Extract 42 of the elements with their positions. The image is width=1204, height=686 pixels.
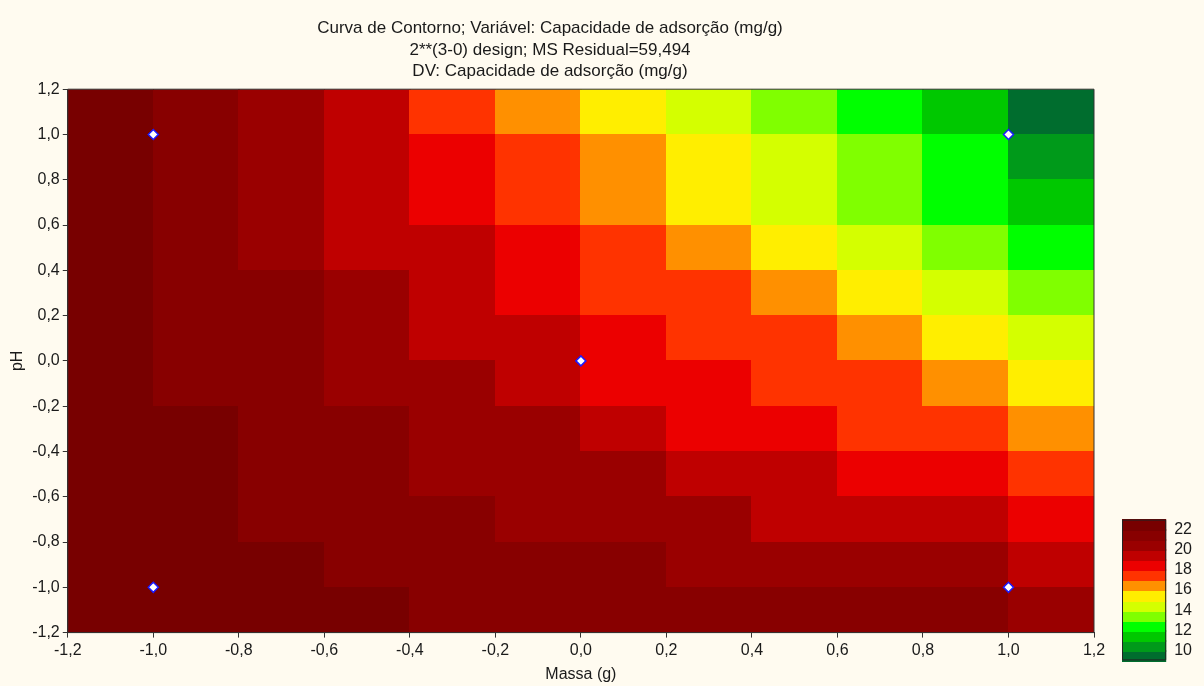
point <box>575 355 587 367</box>
x-tick-label: -0,6 <box>310 640 339 658</box>
x-tick-label: -0,4 <box>396 640 424 658</box>
y-tick-label: 0,8 <box>37 170 60 188</box>
x-tick-label: 0,6 <box>826 640 849 658</box>
x-axis-title: Massa (g) <box>545 664 617 682</box>
y-tick-label: -1,2 <box>32 623 60 641</box>
color-bar-label: 20 <box>1174 540 1193 558</box>
color-bar-label: 16 <box>1174 580 1193 598</box>
x-tick-label: 0,8 <box>911 640 935 658</box>
y-tick-label: -0,8 <box>32 532 60 550</box>
y-tick-label: 0,4 <box>37 260 60 278</box>
y-tick-label: 0,2 <box>37 306 60 324</box>
y-tick-label: -1,0 <box>32 577 60 595</box>
point <box>147 581 160 594</box>
x-tick-label: 1,2 <box>1082 640 1106 658</box>
point <box>147 128 160 141</box>
y-tick-label: -0,6 <box>32 487 60 505</box>
point <box>1002 128 1015 141</box>
y-tick-label: 1,2 <box>37 79 60 97</box>
x-tick-label: 1,0 <box>997 640 1020 658</box>
y-tick-label: 0,6 <box>37 215 60 233</box>
x-tick-label: 0,4 <box>740 640 764 658</box>
color-bar-label: 12 <box>1174 620 1193 638</box>
color-bar-label: 10 <box>1174 640 1193 658</box>
x-tick-label: -0,2 <box>481 640 510 658</box>
x-tick-label: 0,2 <box>655 640 678 658</box>
color-bar-label: 14 <box>1174 600 1193 618</box>
x-tick-label: -0,8 <box>225 640 253 658</box>
y-axis-title: pH <box>8 350 26 372</box>
x-tick-label: -1,0 <box>139 640 168 658</box>
x-tick-label: 0,0 <box>569 640 593 658</box>
y-tick-label: -0,4 <box>32 441 60 459</box>
chart-subtitle: 2**(3-0) design; MS Residual=59,494 DV: Capacidade de adsorção (mg/g) <box>409 40 691 80</box>
y-tick-label: 1,0 <box>37 124 60 142</box>
y-tick-label: 0,0 <box>37 351 60 369</box>
color-bar-label: 22 <box>1174 520 1193 538</box>
point <box>1002 581 1015 594</box>
chart-title: Curva de Contorno; Variável: Capacidade de adsorção (mg/g) <box>317 17 783 37</box>
x-tick-label: -1,2 <box>53 640 82 658</box>
color-bar-label: 18 <box>1174 560 1193 578</box>
y-tick-label: -0,2 <box>32 396 60 414</box>
